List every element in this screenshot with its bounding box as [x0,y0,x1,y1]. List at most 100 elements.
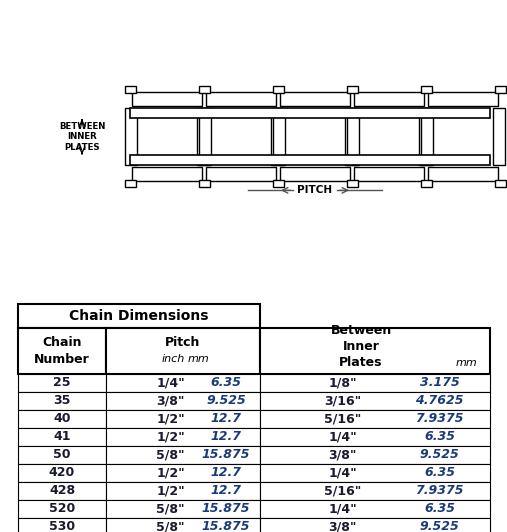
Text: 12.7: 12.7 [210,430,242,444]
Bar [260,392,490,410]
Text: 1/4": 1/4" [156,377,185,389]
Text: 1/2": 1/2" [156,430,185,444]
Bar [273,180,284,187]
Bar [106,518,260,532]
Text: 5/8": 5/8" [156,520,185,532]
Text: 530: 530 [49,520,75,532]
Text: 5/16": 5/16" [324,485,361,497]
Text: 9.525: 9.525 [419,448,459,461]
Bar [132,92,202,106]
Text: Between
Inner
Plates: Between Inner Plates [331,325,391,369]
Text: 3/8": 3/8" [157,394,185,408]
Bar [125,86,136,93]
Text: 1/4": 1/4" [329,467,357,479]
Text: Chain
Number: Chain Number [34,336,90,366]
Text: 6.35: 6.35 [210,377,242,389]
Text: 3/16": 3/16" [324,394,361,408]
Bar [106,446,260,464]
Text: 15.875: 15.875 [202,503,250,516]
Text: 41: 41 [53,430,71,444]
Bar [260,518,490,532]
Bar [260,446,490,464]
Bar [421,86,432,93]
Bar [18,374,106,392]
Bar [199,108,211,165]
Text: 3/8": 3/8" [329,520,357,532]
Bar [106,482,260,500]
Bar [347,108,359,165]
Text: 9.525: 9.525 [419,520,459,532]
Text: mm: mm [455,358,477,368]
Bar [18,446,106,464]
Bar [125,180,136,187]
Text: 15.875: 15.875 [202,520,250,532]
Text: 6.35: 6.35 [424,503,455,516]
Text: 1/4": 1/4" [329,430,357,444]
Bar [18,518,106,532]
Text: mm: mm [187,354,209,364]
Bar [130,155,490,165]
Bar [428,92,498,106]
Text: 12.7: 12.7 [210,412,242,426]
Text: 3.175: 3.175 [419,377,459,389]
Text: 520: 520 [49,503,75,516]
Bar [428,167,498,181]
Bar [206,167,276,181]
Bar [197,108,209,165]
Bar [273,86,284,93]
Bar [260,482,490,500]
Bar [273,108,285,165]
Bar [130,108,490,118]
Bar [260,328,490,374]
Bar [206,92,276,106]
Text: BETWEEN
INNER
PLATES: BETWEEN INNER PLATES [59,122,105,152]
Bar [18,428,106,446]
Bar [260,374,490,392]
Text: 420: 420 [49,467,75,479]
Text: PITCH: PITCH [298,185,333,195]
Bar [18,464,106,482]
Bar [260,500,490,518]
Bar [106,500,260,518]
Bar [421,108,433,165]
Bar [421,180,432,187]
Text: 9.525: 9.525 [206,394,246,408]
Bar [260,428,490,446]
Bar [18,328,106,374]
Bar [347,86,358,93]
Bar [106,392,260,410]
Bar [280,167,350,181]
Text: Pitch: Pitch [165,336,201,350]
Bar [132,167,202,181]
Text: 6.35: 6.35 [424,430,455,444]
Text: 1/8": 1/8" [329,377,357,389]
Text: 50: 50 [53,448,71,461]
Bar [495,180,506,187]
Bar [106,428,260,446]
Bar [260,410,490,428]
Text: 5/8": 5/8" [156,503,185,516]
Text: 5/8": 5/8" [156,448,185,461]
Bar [18,392,106,410]
Bar [280,92,350,106]
Text: 1/2": 1/2" [156,467,185,479]
Text: 428: 428 [49,485,75,497]
Bar [495,86,506,93]
Text: 4.7625: 4.7625 [415,394,463,408]
Bar [199,180,210,187]
Bar [419,108,431,165]
Text: Chain Dimensions: Chain Dimensions [69,309,209,323]
Text: 1/4": 1/4" [329,503,357,516]
Bar [106,410,260,428]
Text: 40: 40 [53,412,71,426]
Bar [354,92,424,106]
Text: 15.875: 15.875 [202,448,250,461]
Text: 5/16": 5/16" [324,412,361,426]
Bar [18,410,106,428]
Text: inch: inch [161,354,185,364]
Bar [345,108,357,165]
Bar [493,108,505,165]
Bar [347,180,358,187]
Text: 3/8": 3/8" [329,448,357,461]
Bar [271,108,283,165]
